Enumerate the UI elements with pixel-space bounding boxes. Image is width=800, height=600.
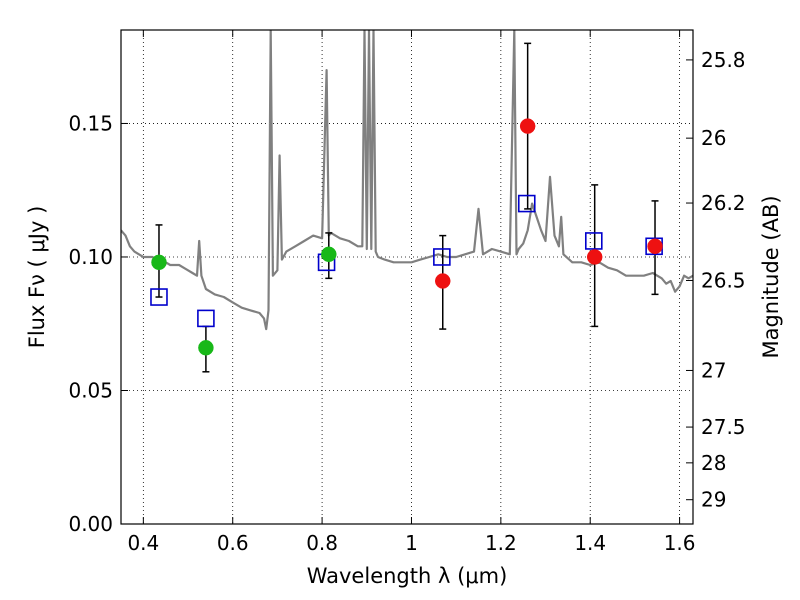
x-tick-label: 1.6	[664, 531, 696, 555]
y2-tick-label: 27.5	[701, 415, 746, 439]
x-tick-label: 0.8	[306, 531, 338, 555]
model-photometry-point	[150, 288, 168, 306]
x-axis-label: Wavelength λ (μm)	[307, 564, 508, 588]
y-tick-label: 0.00	[68, 512, 113, 536]
red-points-point	[647, 238, 663, 255]
red-points-point	[519, 118, 536, 134]
plot-area	[121, 30, 693, 524]
model-photometry-point	[433, 248, 451, 266]
axes-ticks: 0.4 0.6 0.8 1 1.2 1.4 1.6 0.00 0.05 0.10 0.15 25.8 2…	[68, 30, 746, 555]
y-axis-label: Flux Fν ( μJy )	[25, 206, 49, 349]
y2-tick-label: 26	[701, 126, 726, 150]
spectrum-line	[121, 30, 693, 331]
x-tick-label: 0.4	[127, 531, 159, 555]
model-photometry-point	[584, 232, 603, 250]
y2-tick-label: 28	[701, 451, 726, 475]
data-points	[150, 42, 663, 373]
y2-tick-label: 27	[701, 358, 726, 382]
y-tick-label: 0.10	[68, 245, 113, 269]
red-points-point	[435, 273, 451, 289]
y2-tick-label: 29	[701, 488, 726, 512]
model-spectrum	[121, 30, 693, 331]
plot-frame	[120, 29, 694, 525]
green-points-point	[151, 254, 167, 271]
y2-tick-label: 25.8	[701, 48, 746, 72]
red-points-point	[586, 249, 603, 265]
x-tick-label: 1.2	[485, 531, 517, 555]
x-tick-label: 1.4	[574, 531, 606, 555]
green-points-point	[198, 340, 214, 356]
x-tick-label: 0.6	[217, 531, 249, 555]
y2-tick-label: 26.2	[701, 191, 746, 215]
y-tick-label: 0.05	[68, 378, 113, 402]
model-photometry-point	[517, 194, 536, 213]
y2-tick-label: 26.5	[701, 268, 746, 292]
y-tick-label: 0.15	[68, 111, 113, 135]
model-photometry-point	[197, 309, 215, 328]
y2-axis-label: Magnitude (AB)	[759, 195, 783, 358]
green-points-point	[321, 246, 337, 263]
x-tick-label: 1	[405, 531, 418, 555]
